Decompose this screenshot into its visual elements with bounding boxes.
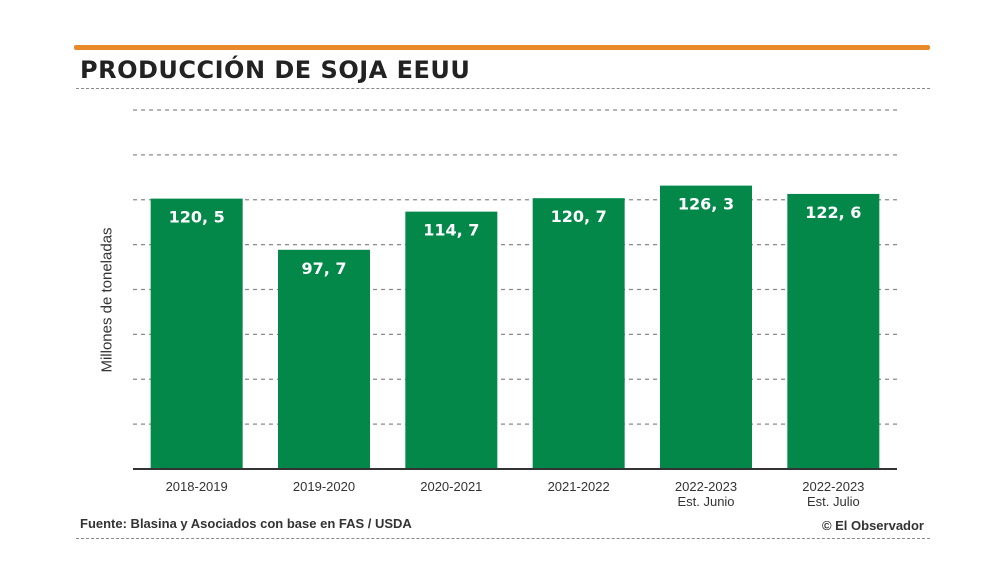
x-tick-label: 2022-2023	[802, 479, 864, 494]
x-tick-label: 2018-2019	[166, 479, 228, 494]
x-tick-label: 2019-2020	[293, 479, 355, 494]
bar-value-label: 126, 3	[678, 195, 734, 214]
bar-value-label: 120, 7	[551, 207, 607, 226]
bar-2022-2023-est-julio	[787, 193, 880, 469]
x-tick-label: Est. Julio	[807, 494, 860, 509]
bar-value-label: 114, 7	[423, 221, 479, 240]
bar-value-label: 120, 5	[169, 208, 225, 227]
x-tick-label: 2020-2021	[420, 479, 482, 494]
top-accent-rule	[74, 45, 930, 50]
source-note: Fuente: Blasina y Asociados con base en …	[80, 516, 412, 531]
x-tick-label: Est. Junio	[677, 494, 734, 509]
chart-title: PRODUCCIÓN DE SOJA EEUU	[80, 56, 471, 84]
copyright-credit: © El Observador	[821, 518, 924, 533]
footer-divider	[76, 538, 930, 539]
bar-2021-2022	[532, 198, 625, 469]
x-tick-label: 2021-2022	[548, 479, 610, 494]
x-tick-label: 2022-2023	[675, 479, 737, 494]
bar-2018-2019	[150, 198, 243, 470]
bar-2020-2021	[405, 211, 498, 469]
title-divider	[76, 88, 930, 89]
bar-value-label: 122, 6	[805, 203, 861, 222]
bar-value-label: 97, 7	[301, 259, 346, 278]
bar-2019-2020	[278, 249, 370, 469]
bar-2022-2023-est-junio	[660, 185, 752, 469]
